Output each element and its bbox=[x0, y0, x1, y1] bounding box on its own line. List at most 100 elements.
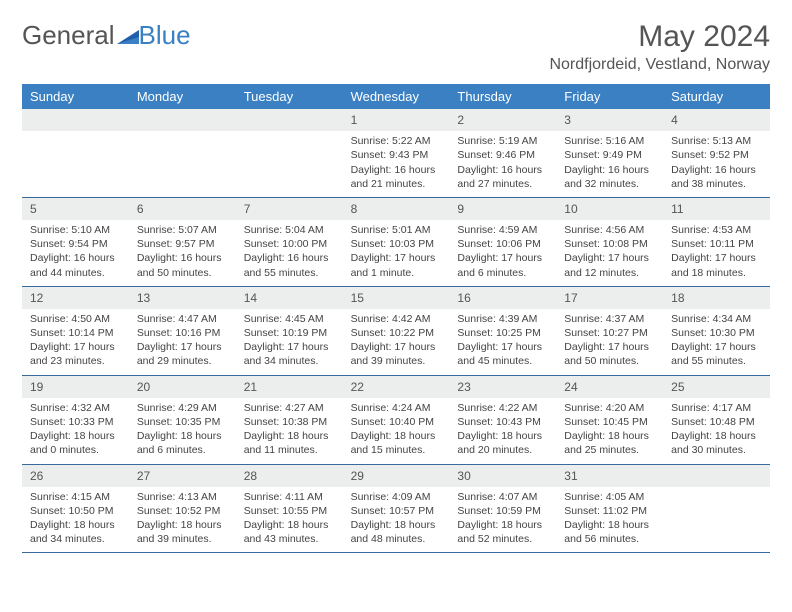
week-row: 12Sunrise: 4:50 AMSunset: 10:14 PMDaylig… bbox=[22, 287, 770, 376]
daylight-text: Daylight: 17 hours and 34 minutes. bbox=[244, 340, 335, 368]
sunset-text: Sunset: 9:54 PM bbox=[30, 237, 121, 251]
day-details: Sunrise: 5:04 AMSunset: 10:00 PMDaylight… bbox=[236, 220, 343, 286]
sunset-text: Sunset: 10:22 PM bbox=[351, 326, 442, 340]
sunset-text: Sunset: 9:57 PM bbox=[137, 237, 228, 251]
day-cell: 5Sunrise: 5:10 AMSunset: 9:54 PMDaylight… bbox=[22, 198, 129, 286]
day-number bbox=[663, 465, 770, 487]
calendar-page: General Blue May 2024 Nordfjordeid, Vest… bbox=[0, 0, 792, 573]
weekday-header: Thursday bbox=[449, 84, 556, 109]
day-cell: 8Sunrise: 5:01 AMSunset: 10:03 PMDayligh… bbox=[343, 198, 450, 286]
day-number: 20 bbox=[129, 376, 236, 398]
day-cell: 23Sunrise: 4:22 AMSunset: 10:43 PMDaylig… bbox=[449, 376, 556, 464]
day-number: 9 bbox=[449, 198, 556, 220]
daylight-text: Daylight: 18 hours and 48 minutes. bbox=[351, 518, 442, 546]
day-number: 23 bbox=[449, 376, 556, 398]
day-cell: 27Sunrise: 4:13 AMSunset: 10:52 PMDaylig… bbox=[129, 465, 236, 553]
page-header: General Blue May 2024 Nordfjordeid, Vest… bbox=[22, 20, 770, 74]
day-cell: 4Sunrise: 5:13 AMSunset: 9:52 PMDaylight… bbox=[663, 109, 770, 197]
day-details: Sunrise: 4:24 AMSunset: 10:40 PMDaylight… bbox=[343, 398, 450, 464]
sunrise-text: Sunrise: 4:34 AM bbox=[671, 312, 762, 326]
sunrise-text: Sunrise: 4:09 AM bbox=[351, 490, 442, 504]
day-number: 25 bbox=[663, 376, 770, 398]
day-number: 3 bbox=[556, 109, 663, 131]
sunset-text: Sunset: 10:25 PM bbox=[457, 326, 548, 340]
day-number: 11 bbox=[663, 198, 770, 220]
sunset-text: Sunset: 10:27 PM bbox=[564, 326, 655, 340]
day-number: 24 bbox=[556, 376, 663, 398]
sunset-text: Sunset: 10:45 PM bbox=[564, 415, 655, 429]
sunrise-text: Sunrise: 4:56 AM bbox=[564, 223, 655, 237]
day-cell: 1Sunrise: 5:22 AMSunset: 9:43 PMDaylight… bbox=[343, 109, 450, 197]
day-number: 28 bbox=[236, 465, 343, 487]
daylight-text: Daylight: 18 hours and 56 minutes. bbox=[564, 518, 655, 546]
brand-logo: General Blue bbox=[22, 20, 191, 51]
sunrise-text: Sunrise: 4:29 AM bbox=[137, 401, 228, 415]
day-cell: 21Sunrise: 4:27 AMSunset: 10:38 PMDaylig… bbox=[236, 376, 343, 464]
sunset-text: Sunset: 10:48 PM bbox=[671, 415, 762, 429]
day-number bbox=[22, 109, 129, 131]
day-cell bbox=[22, 109, 129, 197]
daylight-text: Daylight: 17 hours and 39 minutes. bbox=[351, 340, 442, 368]
day-number: 17 bbox=[556, 287, 663, 309]
day-details: Sunrise: 4:56 AMSunset: 10:08 PMDaylight… bbox=[556, 220, 663, 286]
day-number: 5 bbox=[22, 198, 129, 220]
day-cell bbox=[663, 465, 770, 553]
sunrise-text: Sunrise: 5:01 AM bbox=[351, 223, 442, 237]
brand-part2: Blue bbox=[139, 20, 191, 51]
day-cell: 2Sunrise: 5:19 AMSunset: 9:46 PMDaylight… bbox=[449, 109, 556, 197]
sunrise-text: Sunrise: 5:10 AM bbox=[30, 223, 121, 237]
daylight-text: Daylight: 17 hours and 29 minutes. bbox=[137, 340, 228, 368]
logo-triangle-icon bbox=[117, 20, 139, 51]
weekday-header: Tuesday bbox=[236, 84, 343, 109]
sunset-text: Sunset: 9:46 PM bbox=[457, 148, 548, 162]
daylight-text: Daylight: 17 hours and 12 minutes. bbox=[564, 251, 655, 279]
day-cell: 14Sunrise: 4:45 AMSunset: 10:19 PMDaylig… bbox=[236, 287, 343, 375]
sunset-text: Sunset: 10:43 PM bbox=[457, 415, 548, 429]
month-title: May 2024 bbox=[549, 20, 770, 54]
day-cell bbox=[236, 109, 343, 197]
daylight-text: Daylight: 17 hours and 55 minutes. bbox=[671, 340, 762, 368]
day-cell: 12Sunrise: 4:50 AMSunset: 10:14 PMDaylig… bbox=[22, 287, 129, 375]
weekday-header: Wednesday bbox=[343, 84, 450, 109]
daylight-text: Daylight: 18 hours and 25 minutes. bbox=[564, 429, 655, 457]
day-cell: 26Sunrise: 4:15 AMSunset: 10:50 PMDaylig… bbox=[22, 465, 129, 553]
sunset-text: Sunset: 10:38 PM bbox=[244, 415, 335, 429]
day-cell: 6Sunrise: 5:07 AMSunset: 9:57 PMDaylight… bbox=[129, 198, 236, 286]
day-cell: 10Sunrise: 4:56 AMSunset: 10:08 PMDaylig… bbox=[556, 198, 663, 286]
sunrise-text: Sunrise: 4:59 AM bbox=[457, 223, 548, 237]
daylight-text: Daylight: 16 hours and 21 minutes. bbox=[351, 163, 442, 191]
sunrise-text: Sunrise: 4:50 AM bbox=[30, 312, 121, 326]
day-details: Sunrise: 5:10 AMSunset: 9:54 PMDaylight:… bbox=[22, 220, 129, 286]
daylight-text: Daylight: 17 hours and 50 minutes. bbox=[564, 340, 655, 368]
day-number: 7 bbox=[236, 198, 343, 220]
day-details: Sunrise: 4:29 AMSunset: 10:35 PMDaylight… bbox=[129, 398, 236, 464]
sunset-text: Sunset: 10:50 PM bbox=[30, 504, 121, 518]
sunrise-text: Sunrise: 5:19 AM bbox=[457, 134, 548, 148]
day-number: 6 bbox=[129, 198, 236, 220]
day-details: Sunrise: 4:45 AMSunset: 10:19 PMDaylight… bbox=[236, 309, 343, 375]
sunrise-text: Sunrise: 4:22 AM bbox=[457, 401, 548, 415]
calendar-grid: 1Sunrise: 5:22 AMSunset: 9:43 PMDaylight… bbox=[22, 109, 770, 553]
daylight-text: Daylight: 16 hours and 38 minutes. bbox=[671, 163, 762, 191]
day-details: Sunrise: 5:22 AMSunset: 9:43 PMDaylight:… bbox=[343, 131, 450, 197]
sunrise-text: Sunrise: 4:20 AM bbox=[564, 401, 655, 415]
daylight-text: Daylight: 18 hours and 0 minutes. bbox=[30, 429, 121, 457]
weekday-header: Friday bbox=[556, 84, 663, 109]
day-cell: 11Sunrise: 4:53 AMSunset: 10:11 PMDaylig… bbox=[663, 198, 770, 286]
weekday-header: Monday bbox=[129, 84, 236, 109]
day-cell: 18Sunrise: 4:34 AMSunset: 10:30 PMDaylig… bbox=[663, 287, 770, 375]
day-cell: 25Sunrise: 4:17 AMSunset: 10:48 PMDaylig… bbox=[663, 376, 770, 464]
daylight-text: Daylight: 18 hours and 6 minutes. bbox=[137, 429, 228, 457]
day-number: 1 bbox=[343, 109, 450, 131]
sunrise-text: Sunrise: 4:13 AM bbox=[137, 490, 228, 504]
sunrise-text: Sunrise: 4:32 AM bbox=[30, 401, 121, 415]
day-details: Sunrise: 4:13 AMSunset: 10:52 PMDaylight… bbox=[129, 487, 236, 553]
sunrise-text: Sunrise: 5:04 AM bbox=[244, 223, 335, 237]
day-cell: 22Sunrise: 4:24 AMSunset: 10:40 PMDaylig… bbox=[343, 376, 450, 464]
sunrise-text: Sunrise: 4:11 AM bbox=[244, 490, 335, 504]
sunset-text: Sunset: 11:02 PM bbox=[564, 504, 655, 518]
sunrise-text: Sunrise: 4:05 AM bbox=[564, 490, 655, 504]
daylight-text: Daylight: 17 hours and 18 minutes. bbox=[671, 251, 762, 279]
day-details: Sunrise: 5:16 AMSunset: 9:49 PMDaylight:… bbox=[556, 131, 663, 197]
sunset-text: Sunset: 10:40 PM bbox=[351, 415, 442, 429]
